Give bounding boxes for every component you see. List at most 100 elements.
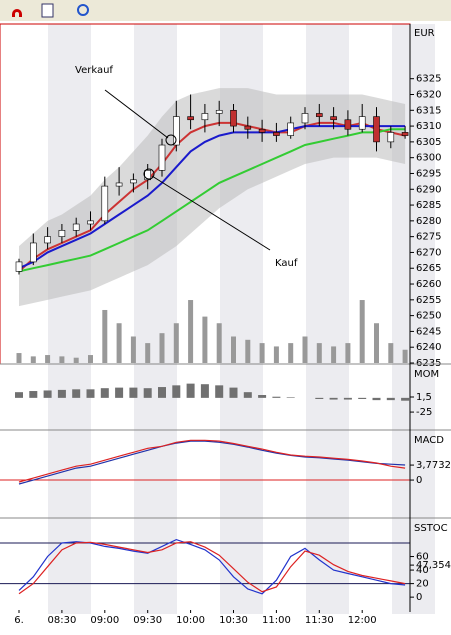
- toolbar: [0, 0, 451, 21]
- x-tick-label: 09:30: [133, 615, 162, 626]
- candle-body: [29, 242, 37, 263]
- bar: [329, 397, 338, 400]
- candle-body: [373, 116, 380, 143]
- volume-bar: [116, 323, 122, 363]
- candle-body: [130, 179, 137, 184]
- x-tick-label: 6.: [14, 615, 24, 626]
- candle-body: [87, 220, 94, 225]
- annotation-marker: [143, 168, 155, 180]
- volume-bar: [316, 343, 322, 363]
- volume-bar: [59, 356, 65, 363]
- time-stripe: [48, 24, 91, 614]
- y-tick-label: 6290: [416, 184, 441, 195]
- line: [18, 439, 406, 483]
- bar: [372, 397, 381, 401]
- bar: [29, 391, 38, 398]
- bar: [100, 388, 109, 398]
- x-tick-label: 09:00: [90, 615, 119, 626]
- candle-body: [258, 128, 266, 133]
- candle-body: [387, 132, 395, 143]
- volume-bar: [16, 353, 22, 363]
- volume-bar: [73, 357, 79, 363]
- volume-bar: [388, 343, 394, 363]
- toolbar-icons: [12, 3, 89, 18]
- refresh-icon[interactable]: [77, 4, 89, 16]
- y-tick-label: 6240: [416, 342, 441, 353]
- y-tick-label: 6310: [416, 121, 441, 132]
- volume-bar: [374, 323, 379, 363]
- volume-bar: [331, 346, 337, 363]
- y-tick-label: 6285: [416, 200, 441, 211]
- x-tick-label: 11:30: [305, 615, 334, 626]
- candle-body: [144, 170, 151, 181]
- annotation-line: [151, 175, 271, 251]
- bar: [386, 397, 395, 401]
- candle-body: [15, 261, 23, 272]
- bar: [200, 384, 209, 398]
- bar: [215, 385, 224, 398]
- y-tick-label: 60: [416, 552, 429, 563]
- candle-body: [201, 113, 209, 121]
- magnet-icon[interactable]: [12, 9, 22, 17]
- panel-title: MOM: [414, 369, 439, 380]
- volume-bar: [88, 355, 93, 363]
- candle-body: [101, 185, 109, 222]
- y-tick-label: 6250: [416, 311, 441, 322]
- candle-body: [401, 132, 409, 136]
- y-tick-label: 6305: [416, 137, 441, 148]
- annotation: Verkauf: [75, 65, 113, 76]
- y-tick-label: 0: [416, 592, 422, 603]
- y-tick-label: 0: [416, 475, 422, 486]
- line: [18, 440, 406, 485]
- volume-bar: [402, 349, 408, 363]
- volume-bar: [202, 316, 208, 363]
- moving-average: [18, 125, 406, 270]
- bar: [401, 397, 410, 401]
- bar: [315, 397, 324, 399]
- bar: [258, 395, 267, 398]
- candle-body: [358, 116, 366, 130]
- panel-title: EUR: [414, 28, 435, 39]
- candle-body: [230, 109, 237, 127]
- panel-title: SSTOC: [414, 523, 448, 534]
- candle-body: [158, 144, 166, 171]
- y-tick-label: 6265: [416, 263, 441, 274]
- x-tick-label: 11:00: [262, 615, 291, 626]
- volume-bar: [231, 336, 236, 363]
- moving-average: [18, 128, 406, 273]
- y-tick-label: 6280: [416, 216, 441, 227]
- volume-bar: [188, 300, 194, 363]
- y-tick-label: 47,354: [416, 560, 451, 571]
- volume-bar: [102, 309, 108, 363]
- volume-bar: [359, 300, 365, 363]
- panel-title: MACD: [414, 435, 444, 446]
- x-tick-label: 10:00: [176, 615, 205, 626]
- candle-body: [58, 230, 66, 237]
- doc-icon[interactable]: [41, 3, 54, 18]
- volume-bar: [273, 346, 279, 363]
- x-tick-label: 12:00: [348, 615, 377, 626]
- bar: [143, 388, 152, 398]
- bar: [72, 389, 81, 398]
- annotation-marker: [165, 134, 177, 146]
- bar: [358, 397, 367, 399]
- volume-bar: [173, 323, 179, 363]
- candle-body: [301, 113, 309, 124]
- x-tick-label: 10:30: [219, 615, 248, 626]
- y-tick-label: 6245: [416, 326, 441, 337]
- moving-average: [18, 121, 406, 273]
- y-tick-label: 6275: [416, 232, 441, 243]
- y-tick-label: 6320: [416, 89, 441, 100]
- y-tick-label: 6270: [416, 247, 441, 258]
- volume-bar: [245, 339, 251, 363]
- volume-bar: [216, 323, 222, 363]
- candle-body: [315, 113, 323, 117]
- band: [19, 88, 406, 307]
- y-tick-label: 6300: [416, 153, 441, 164]
- bar: [186, 383, 195, 398]
- annotation: Kauf: [275, 258, 298, 269]
- annotation-line: [104, 89, 169, 139]
- bar: [43, 390, 52, 398]
- y-tick-label: 40: [416, 565, 429, 576]
